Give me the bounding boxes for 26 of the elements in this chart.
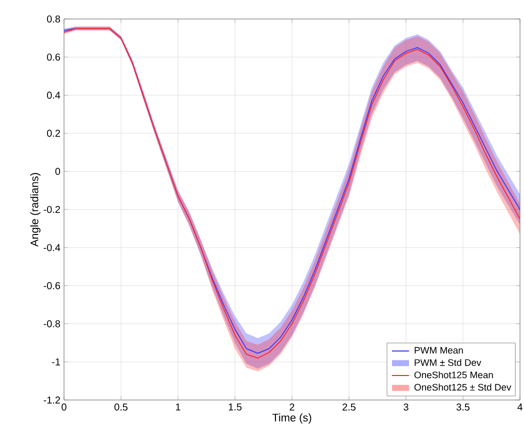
- x-tick-label: 0.5: [114, 404, 128, 411]
- y-tick-label: -0.2: [44, 206, 60, 214]
- y-tick-label: -1: [52, 358, 60, 366]
- y-tick-label: 0.6: [47, 54, 60, 61]
- legend-label: OneShot125 Mean: [414, 371, 493, 378]
- y-tick-label: 0: [55, 168, 60, 175]
- x-tick-label: 4: [517, 404, 522, 410]
- y-tick-label: -0.8: [44, 320, 60, 328]
- y-tick-label: -1.2: [44, 396, 60, 404]
- y-tick-label: -0.4: [44, 244, 60, 252]
- x-axis-title: Time (s): [272, 413, 312, 424]
- y-tick-label: 0.8: [47, 15, 60, 23]
- x-tick-label: 2.5: [342, 404, 356, 411]
- x-tick-label: 3: [404, 404, 408, 411]
- y-tick-label: 0.4: [47, 92, 60, 99]
- x-tick-label: 1: [176, 404, 180, 410]
- x-tick-label: 0: [62, 404, 66, 411]
- x-tick-label: 2: [290, 404, 294, 410]
- y-tick-label: -0.6: [44, 282, 60, 290]
- x-tick-label: 3.5: [456, 404, 470, 411]
- y-axis-title: Angle (radians): [30, 173, 40, 247]
- annotation: PWM ± Std Dev: [414, 358, 482, 366]
- y-tick-label: 0.2: [47, 130, 60, 137]
- annotation: OneShot125 ± Std Dev: [414, 384, 512, 391]
- x-tick-label: 1.5: [228, 404, 242, 410]
- legend-label: PWM Mean: [414, 346, 463, 354]
